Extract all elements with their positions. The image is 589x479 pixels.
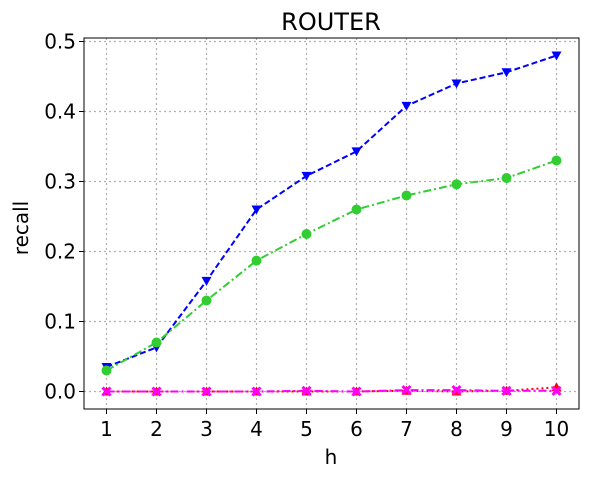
series-2-point [552,156,562,166]
x-tick-label: 10 [544,417,569,441]
x-tick-label: 6 [350,417,363,441]
series-1-point [502,68,512,77]
series-2-point [252,256,262,266]
y-axis-label: recall [9,201,33,255]
series-1-point [402,102,412,111]
series-2-point [402,191,412,201]
y-tick-label: 0.2 [44,240,76,264]
x-tick-label: 3 [200,417,213,441]
y-tick-label: 0.3 [44,170,76,194]
series-2 [102,156,562,376]
series-1-line [107,56,557,368]
series-2-point [302,229,312,239]
x-tick-label: 4 [250,417,263,441]
x-tick-label: 9 [500,417,513,441]
series-4 [103,386,561,395]
series-3 [102,382,562,395]
x-tick-label: 7 [400,417,413,441]
series-2-point [502,173,512,183]
series-1-point [352,147,362,156]
series-2-point [452,179,462,189]
series-layer [102,52,562,396]
x-tick-label: 8 [450,417,463,441]
y-tick-label: 0.5 [44,30,76,54]
y-tick-label: 0.1 [44,310,76,334]
series-1-point [452,80,462,89]
grid [84,38,579,409]
series-2-point [352,205,362,215]
x-tick-label: 2 [150,417,163,441]
series-2-point [202,296,212,306]
series-2-point [152,338,162,348]
y-tick-label: 0.4 [44,100,76,124]
x-tick-label: 1 [100,417,113,441]
x-axis-label: h [325,445,338,469]
plot-frame [84,38,579,409]
series-2-point [102,366,112,376]
chart-title: ROUTER [281,8,381,36]
series-1-point [302,172,312,181]
x-tick-label: 5 [300,417,313,441]
series-1 [102,52,562,373]
y-tick-label: 0.0 [44,380,76,404]
series-2-line [107,161,557,371]
